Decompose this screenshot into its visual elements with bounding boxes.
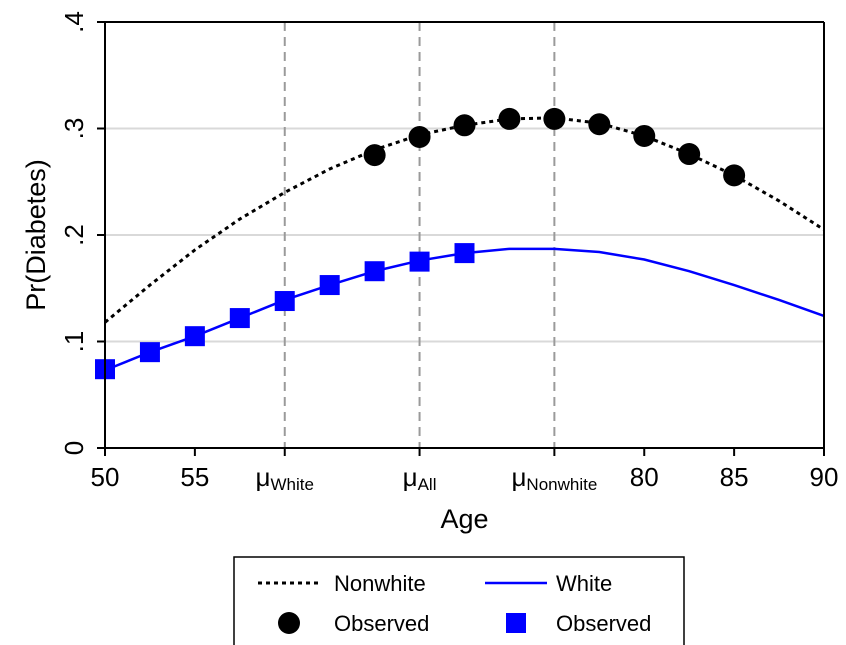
legend-swatch-circle bbox=[278, 612, 300, 634]
data-point-circle bbox=[678, 143, 701, 166]
data-point-circle bbox=[723, 164, 746, 187]
data-point-circle bbox=[363, 144, 386, 167]
data-point-square bbox=[409, 251, 430, 272]
data-point-circle bbox=[453, 114, 476, 137]
x-tick-label-subscript: All bbox=[418, 475, 437, 494]
x-tick-label: μAll bbox=[403, 462, 437, 494]
gridlines bbox=[105, 127, 824, 343]
x-tick-label-subscript: White bbox=[271, 475, 314, 494]
x-tick-label: 55 bbox=[180, 462, 209, 492]
legend-swatch-square bbox=[506, 613, 526, 633]
x-tick-label: μNonwhite bbox=[511, 462, 597, 494]
series-markers bbox=[95, 107, 746, 380]
data-point-square bbox=[139, 342, 160, 363]
legend-label: Observed bbox=[556, 611, 651, 636]
legend: Nonwhite White Observed Observed bbox=[233, 556, 685, 645]
y-tick-label: .2 bbox=[59, 224, 89, 246]
x-tick-label: μWhite bbox=[256, 462, 314, 494]
data-point-square bbox=[229, 308, 250, 329]
y-axis-label: Pr(Diabetes) bbox=[21, 159, 51, 311]
tick-labels: 50 55 μWhite μNonwhite μAll 80 85 90 0 .1 .2 .3 .4 bbox=[59, 11, 838, 494]
data-point-circle bbox=[543, 107, 566, 130]
data-point-circle bbox=[498, 107, 521, 130]
data-point-circle bbox=[588, 113, 611, 136]
x-tick-label: 90 bbox=[810, 462, 839, 492]
data-point-circle bbox=[408, 126, 431, 149]
legend-label: White bbox=[556, 571, 612, 596]
legend-label: Observed bbox=[334, 611, 429, 636]
x-tick-label-subscript: Nonwhite bbox=[526, 475, 597, 494]
x-tick-label: 50 bbox=[91, 462, 120, 492]
x-axis-label: Age bbox=[440, 504, 488, 534]
x-tick-label: 85 bbox=[720, 462, 749, 492]
series-line-nonwhite bbox=[104, 116, 825, 324]
data-point-circle bbox=[633, 124, 656, 147]
data-point-square bbox=[319, 275, 340, 296]
legend-box bbox=[233, 556, 685, 645]
series-line-white bbox=[104, 247, 825, 372]
y-tick-label: .3 bbox=[59, 118, 89, 140]
data-point-square bbox=[454, 243, 475, 264]
data-point-square bbox=[274, 291, 295, 312]
legend-label: Nonwhite bbox=[334, 571, 426, 596]
data-point-square bbox=[364, 261, 385, 282]
y-tick-label: .4 bbox=[59, 11, 89, 33]
data-point-square bbox=[184, 326, 205, 347]
y-tick-label: 0 bbox=[59, 441, 89, 455]
y-tick-label: .1 bbox=[59, 331, 89, 353]
x-tick-label: 80 bbox=[630, 462, 659, 492]
reference-lines bbox=[283, 22, 556, 448]
